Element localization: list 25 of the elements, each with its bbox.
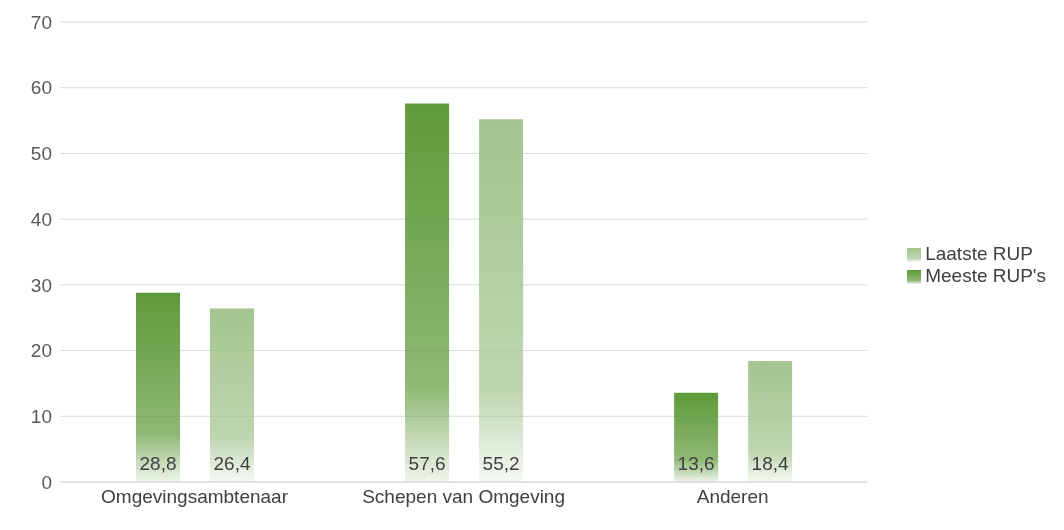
y-tick-label: 20 [30, 340, 52, 362]
bar [748, 361, 793, 482]
bar [136, 292, 180, 482]
x-tick-label: Omgevingsambtenaar [101, 486, 289, 508]
bar [479, 119, 524, 482]
y-tick-label: 0 [41, 471, 52, 493]
data-label: 28,8 [139, 453, 177, 474]
bar [405, 103, 450, 482]
data-label: 26,4 [213, 453, 251, 474]
x-tick-label: Anderen [696, 486, 769, 508]
y-tick-label: 50 [30, 143, 52, 165]
data-label: 13,6 [677, 453, 715, 474]
data-label: 55,2 [482, 453, 520, 474]
legend-label: Meeste RUP's [925, 265, 1046, 286]
x-tick-label: Schepen van Omgeving [362, 486, 565, 508]
y-tick-label: 40 [30, 208, 52, 230]
y-tick-label: 30 [30, 274, 52, 296]
y-tick-label: 60 [30, 77, 52, 99]
data-label: 57,6 [408, 453, 446, 474]
legend-label: Laatste RUP [925, 243, 1033, 264]
bar [210, 308, 254, 482]
y-tick-label: 10 [30, 406, 52, 428]
data-label: 18,4 [751, 453, 790, 474]
bar [674, 392, 719, 482]
y-tick-label: 70 [30, 11, 52, 33]
